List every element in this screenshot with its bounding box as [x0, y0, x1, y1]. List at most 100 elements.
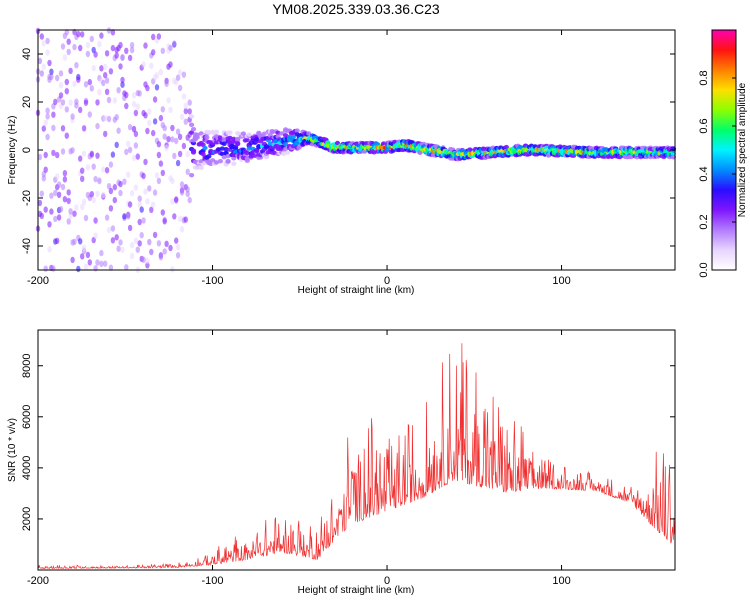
spectrogram-cell [110, 44, 116, 52]
spectrogram-y-tick-label: -40 [21, 238, 33, 254]
spectrogram-cell [158, 68, 164, 76]
spectrogram-cell [37, 153, 43, 161]
spectrogram-cell [114, 114, 119, 121]
spectrogram-cell [106, 226, 112, 234]
spectrogram-cell [118, 180, 123, 188]
spectrogram-cell [76, 30, 81, 38]
spectrogram-cell [112, 196, 118, 204]
spectrogram-cell [213, 129, 220, 134]
spectrogram-x-tick-label: -100 [202, 275, 224, 287]
spectrogram-cell [101, 79, 106, 87]
spectrogram-cell [120, 81, 125, 88]
spectrogram-cell [78, 44, 83, 52]
snr-y-label: SNR (10 * v/v) [7, 418, 18, 482]
colorbar-tick-label: 0.6 [698, 118, 710, 133]
spectrogram-cell [283, 142, 289, 147]
spectrogram-cell [254, 148, 260, 153]
spectrogram-cell [43, 119, 48, 127]
spectrogram-cell [89, 35, 95, 43]
spectrogram-cell [133, 109, 139, 117]
spectrogram-cell [66, 48, 71, 56]
spectrogram-cell [124, 91, 129, 99]
spectrogram-cell [49, 192, 54, 199]
spectrogram-cell [51, 149, 56, 157]
spectrogram-cell [283, 146, 289, 151]
spectrogram-cell [108, 264, 114, 271]
spectrogram-cell [156, 33, 162, 40]
spectrogram-cell [85, 251, 91, 259]
spectrogram-cell [83, 99, 89, 106]
spectrogram-cell [225, 158, 231, 164]
spectrogram-cell [149, 206, 154, 213]
spectrogram-cell [135, 103, 140, 110]
spectrogram-cell [66, 189, 71, 196]
spectrogram-cell [137, 218, 142, 226]
spectrogram-cell [160, 209, 165, 216]
snr-y-tick-label: 6000 [21, 405, 33, 429]
snr-y-tick-label: 2000 [21, 507, 33, 531]
spectrogram-cell [124, 264, 129, 271]
spectrogram-cell [56, 191, 62, 198]
spectrogram-cell [103, 130, 108, 138]
snr-background [38, 330, 675, 570]
spectrogram-cell [126, 213, 131, 220]
spectrogram-cell [81, 125, 87, 132]
spectrogram-cell [45, 107, 50, 114]
spectrogram-cell [175, 252, 181, 259]
spectrogram-cell [64, 106, 70, 113]
spectrogram-cell [60, 183, 66, 191]
spectrogram-cell [76, 265, 81, 273]
spectrogram-cell [118, 41, 123, 49]
spectrogram-cell [43, 151, 48, 159]
spectrogram-cell [179, 113, 185, 120]
spectrogram-y-tick-label: -20 [21, 190, 33, 206]
spectrogram-cell [183, 118, 188, 125]
spectrogram-cell [108, 161, 114, 168]
spectrogram-cell [227, 130, 233, 135]
spectrogram-cell [64, 132, 70, 139]
spectrogram-y-tick-label: 20 [21, 96, 33, 108]
spectrogram-cell [152, 118, 158, 125]
spectrogram-cell [152, 96, 158, 103]
spectrogram-cell [152, 189, 158, 196]
spectrogram-cell [95, 190, 100, 198]
spectrogram-cell [41, 40, 46, 47]
spectrogram-cell [183, 107, 188, 115]
spectrogram-cell [66, 197, 71, 205]
spectrogram-cell [246, 146, 252, 151]
spectrogram-cell [74, 61, 79, 69]
spectrogram-cell [175, 159, 181, 167]
spectrogram-cell [221, 138, 227, 143]
spectrogram-cell [89, 150, 95, 157]
spectrogram-cell [64, 88, 70, 95]
spectrogram-cell [110, 237, 116, 244]
spectrogram-cell [145, 262, 150, 269]
snr-y-tick-label: 4000 [21, 456, 33, 480]
spectrogram-cell [120, 76, 125, 84]
spectrogram-cell [417, 150, 423, 155]
spectrogram-cell [141, 217, 146, 224]
spectrogram-cell [190, 150, 197, 155]
spectrogram-cell [179, 181, 185, 188]
spectrogram-cell [172, 40, 177, 47]
spectrogram-cell [99, 65, 104, 72]
spectrogram-cell [129, 252, 135, 260]
spectrogram-cell [43, 206, 48, 213]
spectrogram-cell [174, 237, 179, 244]
colorbar-gradient [712, 30, 736, 270]
colorbar-tick-label: 0.8 [698, 70, 710, 85]
spectrogram-cell [114, 234, 119, 241]
spectrogram-cell [179, 189, 185, 196]
spectrogram-cell [124, 102, 129, 110]
spectrogram-cell [129, 189, 135, 197]
spectrogram-cell [174, 137, 179, 145]
spectrogram-cell [55, 173, 60, 180]
colorbar-frame [711, 29, 737, 271]
spectrogram-cell [141, 256, 146, 263]
spectrogram-cell [93, 51, 98, 58]
spectrogram-cell [93, 217, 98, 224]
spectrogram-cell [78, 155, 83, 162]
spectrogram-cell [271, 150, 277, 155]
spectrogram-cell [53, 189, 58, 197]
